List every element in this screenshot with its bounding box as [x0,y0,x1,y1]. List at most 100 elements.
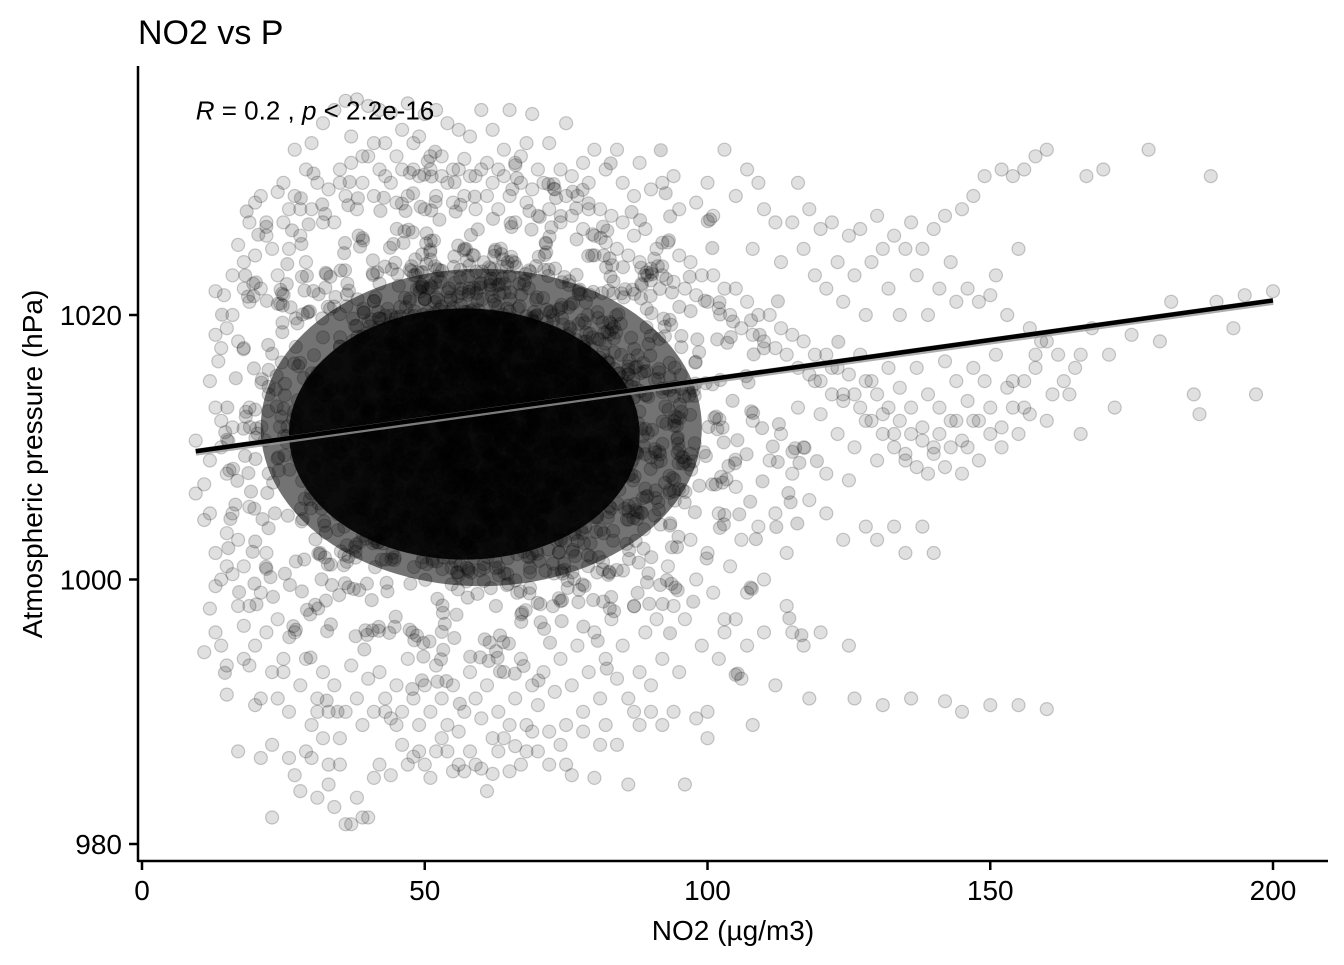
core-point [790,516,805,531]
data-point [915,433,930,448]
core-point [226,461,241,476]
data-point [813,221,828,237]
core-point [280,508,295,523]
data-point [293,202,308,217]
data-point [276,215,291,230]
core-point [531,673,546,688]
data-point [508,691,523,706]
data-point [932,281,947,296]
data-point [604,208,619,223]
data-point [762,453,777,468]
core-point [553,593,568,609]
data-point [321,757,336,772]
data-point [598,717,613,733]
core-point [785,444,800,459]
core-point [388,609,403,624]
data-point [429,188,444,204]
core-point [590,633,605,648]
core-point [581,248,596,263]
core-point [320,557,335,572]
core-point [241,466,256,481]
core-point [664,576,679,591]
data-point [485,175,500,190]
core-point [282,630,297,645]
core-point [428,194,443,209]
data-point [1028,347,1043,362]
core-point [705,477,720,492]
core-point [781,485,796,501]
core-point [614,286,629,301]
data-point [372,757,387,772]
data-point [677,281,693,296]
core-point [406,186,421,201]
data-point [694,268,709,283]
data-point [886,228,902,243]
core-point [449,607,464,622]
data-point [813,374,828,389]
data-point [666,274,681,289]
data-point [717,612,732,627]
data-point [949,374,964,389]
data-point [836,393,851,409]
data-point [259,228,274,243]
data-point [281,750,297,766]
data-point [406,162,421,177]
data-point [270,612,285,627]
core-point [358,623,373,638]
core-point [405,625,420,640]
core-point [294,236,309,252]
data-point [977,169,992,184]
data-point [344,129,359,144]
data-point [417,678,432,693]
data-point [739,162,755,177]
data-point [773,321,789,336]
core-point [569,232,584,247]
data-point [214,413,229,428]
core-point [755,474,770,489]
core-point [275,325,290,340]
data-point [898,545,913,561]
data-point [513,149,529,164]
core-point [708,409,724,424]
core-point [644,550,659,565]
data-point [807,268,823,283]
data-point [412,169,427,184]
y-axis-label: Atmospheric pressure (hPa) [17,290,48,639]
data-point [745,717,760,733]
core-point [423,245,438,260]
data-point [739,638,755,653]
core-point [336,558,351,573]
data-point [926,440,941,455]
data-point [779,598,794,614]
core-point [538,236,554,251]
core-point [642,596,657,611]
core-point [716,435,731,450]
core-point [663,317,679,332]
core-point [634,276,649,291]
data-point [225,506,240,521]
data-point [417,202,432,217]
data-point [270,268,285,283]
core-point [311,601,326,616]
data-point [332,162,347,177]
core-point [280,257,295,272]
data-point [485,731,500,746]
core-point [320,299,335,314]
data-point [332,175,347,190]
core-point [470,586,485,602]
core-point [507,666,522,681]
data-point [253,750,268,766]
data-point [1237,288,1252,303]
core-point [249,597,264,612]
core-point [313,545,328,561]
core-point [420,154,435,169]
core-point [566,571,582,586]
data-point [1073,347,1088,362]
data-point [666,598,681,614]
data-point [457,188,472,204]
core-point [606,274,621,289]
core-point [586,592,601,608]
core-point [377,259,392,274]
data-point [689,711,704,726]
